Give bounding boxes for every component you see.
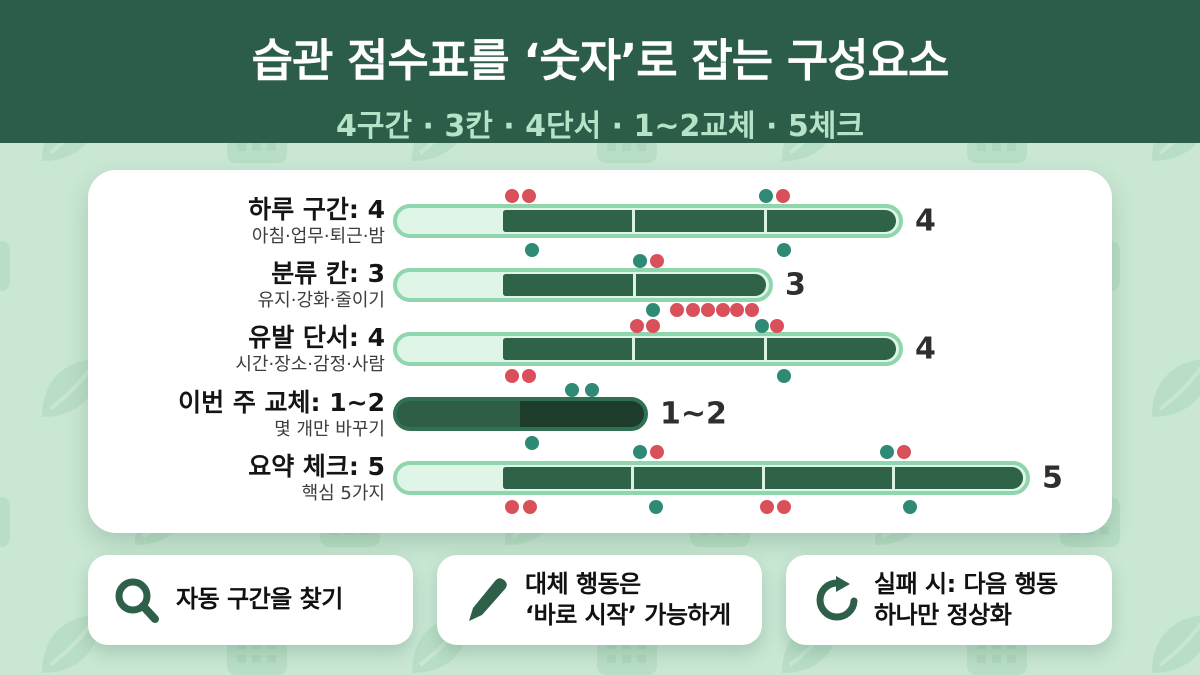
bar-track — [393, 268, 773, 302]
calendar-pattern-icon — [0, 231, 10, 291]
bar-segment — [632, 338, 764, 360]
bar-segment — [630, 467, 762, 489]
row-value: 1~2 — [660, 396, 727, 432]
row-sublabel: 아침·업무·퇴근·밤 — [251, 225, 385, 247]
bar-track — [393, 204, 903, 238]
bar-segment-darker — [520, 401, 644, 427]
row-sublabel: 핵심 5가지 — [301, 482, 385, 504]
row-sublabel: 시간·장소·감정·사람 — [235, 353, 385, 375]
chart-row-summary-checks: 요약 체크: 5 핵심 5가지 5 — [88, 453, 1112, 503]
bar-segment — [503, 274, 633, 296]
bar-track — [393, 332, 903, 366]
row-title: 유발 단서: 4 — [248, 322, 385, 352]
tip-line: 자동 구간을 찾기 — [176, 585, 343, 614]
chart-row-day-sections: 하루 구간: 4 아침·업무·퇴근·밤 4 — [88, 196, 1112, 246]
row-label: 이번 주 교체: 1~2 몇 개만 바꾸기 — [88, 389, 385, 439]
row-label: 분류 칸: 3 유지·강화·줄이기 — [88, 260, 385, 310]
row-title: 요약 체크: 5 — [248, 451, 385, 481]
leaf-pattern-icon — [1150, 613, 1200, 675]
bar-fill — [503, 467, 1023, 489]
tip-card-text: 대체 행동은 ‘바로 시작’ 가능하게 — [525, 569, 731, 631]
tip-line: 실패 시: 다음 행동 — [874, 569, 1058, 598]
row-title: 이번 주 교체: 1~2 — [178, 387, 385, 417]
chart-row-trigger-cues: 유발 단서: 4 시간·장소·감정·사람 4 — [88, 324, 1112, 374]
row-value: 3 — [785, 267, 806, 303]
chart-row-weekly-swap: 이번 주 교체: 1~2 몇 개만 바꾸기 1~2 — [88, 389, 1112, 439]
magnifier-icon — [115, 578, 159, 623]
redo-icon — [816, 576, 858, 621]
bar-segment — [503, 467, 631, 489]
bar-segment — [633, 274, 766, 296]
calendar-pattern-icon — [0, 487, 10, 547]
bar-segment — [892, 467, 1023, 489]
row-sublabel: 유지·강화·줄이기 — [257, 289, 385, 311]
tip-card-failure-reset: 실패 시: 다음 행동 하나만 정상화 — [786, 555, 1112, 645]
bar-fill — [503, 274, 766, 296]
bar-track-dark — [393, 397, 648, 431]
row-label: 하루 구간: 4 아침·업무·퇴근·밤 — [88, 196, 385, 246]
row-label: 요약 체크: 5 핵심 5가지 — [88, 453, 385, 503]
tip-line: ‘바로 시작’ 가능하게 — [525, 601, 731, 629]
bar-segment — [632, 210, 764, 232]
header-banner: 습관 점수표를 ‘숫자’로 잡는 구성요소 4구간 · 3칸 · 4단서 · 1… — [0, 0, 1200, 144]
tip-card-auto-sections: 자동 구간을 찾기 — [88, 555, 413, 645]
tip-line: 대체 행동은 — [525, 569, 641, 598]
page-title: 습관 점수표를 ‘숫자’로 잡는 구성요소 — [251, 34, 950, 87]
bar-fill — [503, 338, 896, 360]
tip-card-text: 자동 구간을 찾기 — [176, 584, 343, 615]
row-label: 유발 단서: 4 시간·장소·감정·사람 — [88, 324, 385, 374]
row-value: 5 — [1042, 460, 1063, 496]
leaf-pattern-icon — [1150, 357, 1200, 419]
tip-card-text: 실패 시: 다음 행동 하나만 정상화 — [874, 569, 1058, 631]
row-value: 4 — [915, 331, 936, 367]
row-title: 하루 구간: 4 — [248, 194, 385, 224]
pencil-icon — [469, 578, 507, 621]
chart-card: 하루 구간: 4 아침·업무·퇴근·밤 4 분류 칸: 3 유지·강화·줄이기 … — [88, 170, 1112, 533]
chart-row-category-slots: 분류 칸: 3 유지·강화·줄이기 3 — [88, 260, 1112, 310]
bar-segment — [764, 338, 896, 360]
tip-card-replacement-action: 대체 행동은 ‘바로 시작’ 가능하게 — [437, 555, 762, 645]
page-subtitle: 4구간 · 3칸 · 4단서 · 1~2교체 · 5체크 — [336, 109, 864, 144]
bar-segment — [764, 210, 896, 232]
row-title: 분류 칸: 3 — [271, 258, 385, 288]
row-value: 4 — [915, 203, 936, 239]
bar-segment — [503, 210, 632, 232]
bar-fill — [503, 210, 896, 232]
bar-track — [393, 461, 1030, 495]
row-sublabel: 몇 개만 바꾸기 — [274, 418, 385, 440]
bar-segment — [761, 467, 893, 489]
bar-segment — [503, 338, 632, 360]
tip-line: 하나만 정상화 — [874, 601, 1012, 629]
